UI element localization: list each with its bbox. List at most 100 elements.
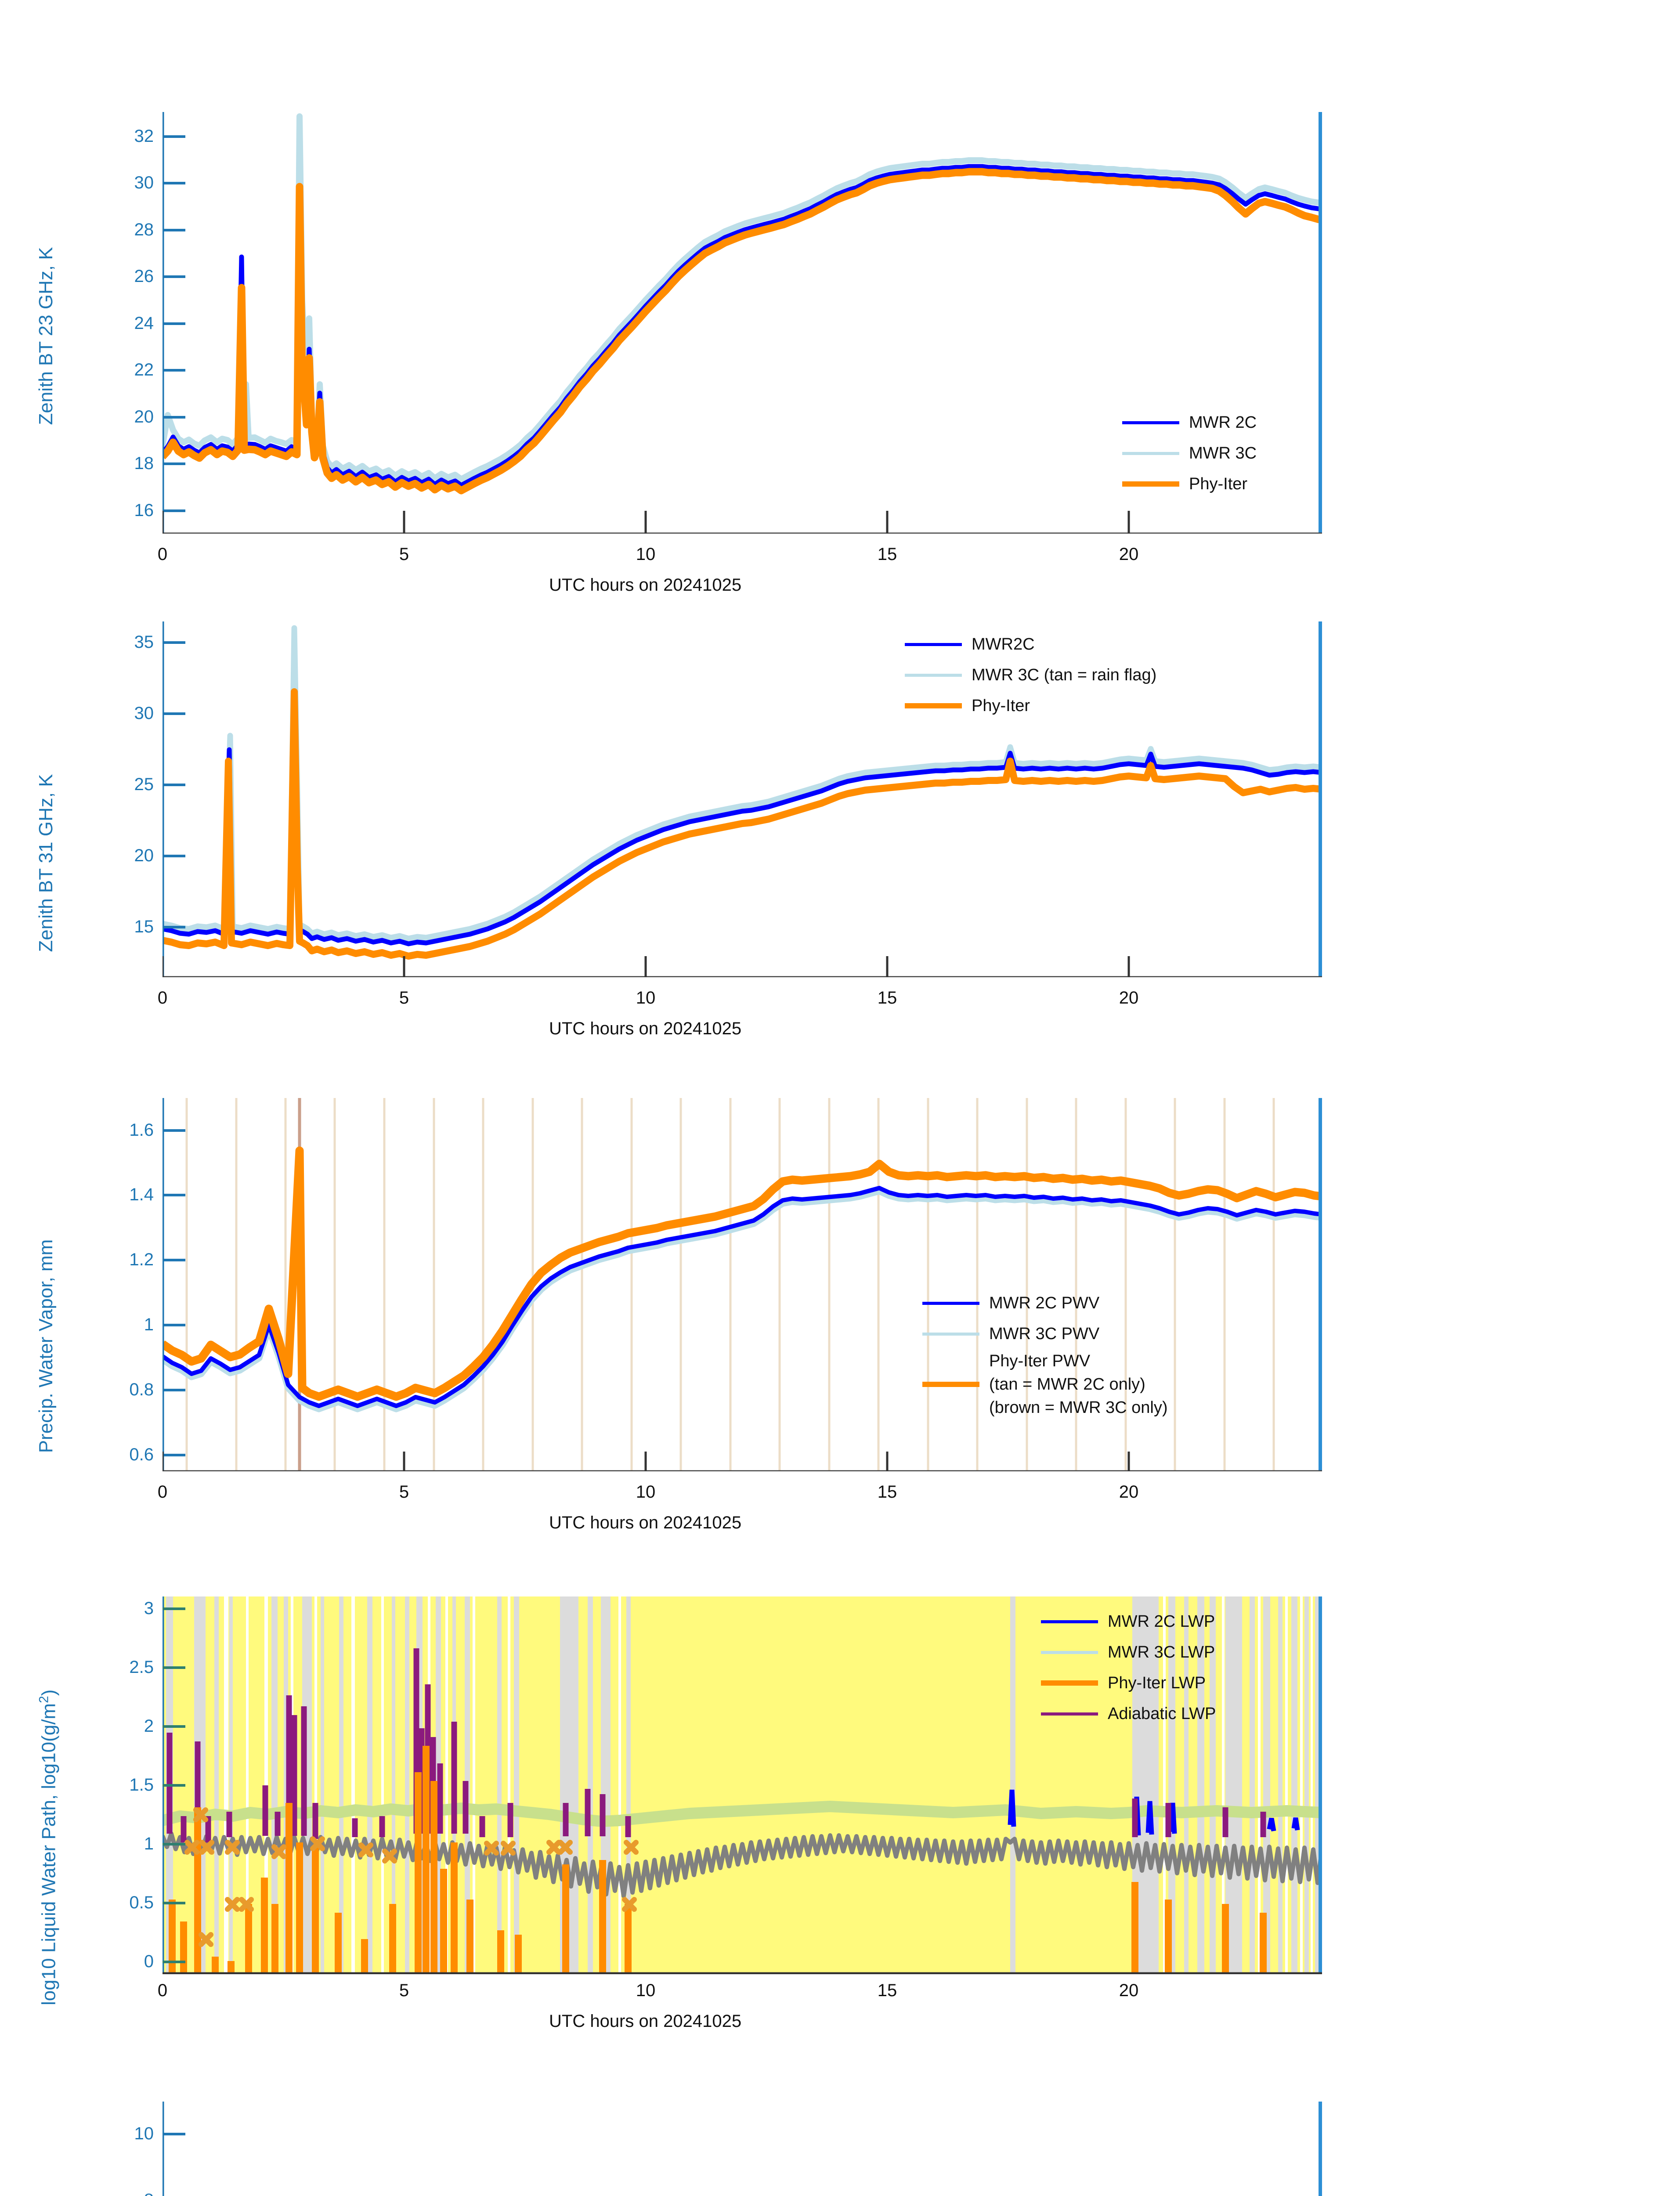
panel-bt31-legend: MWR2C MWR 3C (tan = rain flag) Phy-Iter	[905, 632, 1156, 725]
ytick: 30	[134, 173, 154, 192]
ytick: 26	[134, 267, 154, 286]
panel-bt31-xlabel: UTC hours on 20241025	[549, 1019, 742, 1038]
legend-swatch-mwr3c	[1041, 1651, 1098, 1654]
ytick: 1.4	[129, 1185, 154, 1204]
series-mwr2c-path	[163, 1186, 1322, 1408]
ytick: 28	[134, 220, 154, 239]
legend-label: Phy-Iter PWV	[989, 1352, 1091, 1370]
ytick: 15	[134, 917, 154, 936]
lwp-yellow-background	[163, 1596, 1322, 1974]
legend-label: MWR2C	[972, 635, 1035, 654]
legend-item: MWR2C	[905, 632, 1156, 656]
xtick: 0	[157, 545, 168, 564]
legend-label: MWR 2C LWP	[1108, 1612, 1215, 1631]
panel-pwv-svg	[163, 1098, 1322, 1471]
panel-bt23-plot: 16 18 20 22 24 26 28 30 32 0 5 10 15 20 …	[134, 112, 1322, 595]
legend-label: MWR 3C (tan = rain flag)	[972, 665, 1157, 684]
xtick: 5	[399, 1981, 409, 2000]
ytick: 8	[101, 2190, 154, 2196]
panel-lwp-svg	[163, 1596, 1322, 1974]
xtick: 15	[877, 988, 897, 1008]
panel-bt31-svg	[163, 621, 1322, 977]
ytick: 2.5	[129, 1658, 154, 1677]
panel-bt23-svg	[163, 112, 1322, 534]
legend-item: Phy-Iter PWV (tan = MWR 2C only) (brown …	[922, 1353, 1167, 1416]
panel-pwv-plot: 0.6 0.8 1 1.2 1.4 1.6 0 5 10 15 20 UTC h…	[129, 1098, 1322, 1532]
legend-label: MWR 2C PWV	[989, 1293, 1100, 1312]
ytick: 3	[144, 1599, 154, 1618]
xtick: 0	[157, 988, 168, 1008]
ytick: 1	[144, 1834, 154, 1853]
ytick: 25	[134, 775, 154, 794]
series-mwr3c-band	[163, 1801, 1322, 1827]
legend-item: Adiabatic LWP	[1041, 1702, 1216, 1726]
legend-swatch-mwr3c	[1122, 451, 1179, 455]
series-phyiter-path	[163, 1146, 1322, 1401]
ytick: 0	[144, 1952, 154, 1971]
series-mwr2c-noise	[163, 1831, 1322, 1898]
legend-swatch-adiabatic	[1041, 1712, 1098, 1716]
panel-lwp: log10 Liquid Water Path, log10(g/m2)	[0, 1572, 1680, 2073]
xtick: 15	[877, 1981, 897, 2000]
panel-lwp-ylabel-exp: 2	[36, 1696, 51, 1703]
legend-swatch-phyiter	[1122, 481, 1179, 487]
ytick: 22	[134, 360, 154, 379]
ytick: 18	[134, 454, 154, 473]
legend-swatch-mwr3c	[905, 673, 962, 677]
panel-lwp-xlabel: UTC hours on 20241025	[549, 2012, 742, 2031]
legend-item: MWR 2C LWP	[1041, 1610, 1216, 1633]
ytick: 16	[134, 501, 154, 520]
legend-swatch-mwr2c	[922, 1301, 979, 1305]
xtick: 10	[636, 1482, 656, 1502]
ytick: 24	[134, 314, 154, 333]
xtick: 10	[636, 545, 656, 564]
panel-dqflag-plot: 0 2 4 6 8 10 0 5 10 15 20 UTC hours on 2…	[134, 2102, 1322, 2196]
series-phyiter-path	[163, 168, 1322, 495]
ytick: 32	[134, 126, 154, 146]
series-phyiter-lwp	[169, 1746, 1267, 1974]
legend-swatch-mwr2c	[1041, 1620, 1098, 1623]
panel-lwp-ylabel: log10 Liquid Water Path, log10(g/m2)	[37, 1658, 60, 2036]
legend-label: MWR 3C PWV	[989, 1324, 1100, 1343]
panel-lwp-plot: 0 0.5 1 1.5 2 2.5 3 0 5 10 15 20 UTC hou…	[129, 1596, 1322, 2031]
ytick: 20	[134, 846, 154, 865]
series-mwr3c-path	[163, 625, 1322, 942]
xtick: 20	[1119, 988, 1139, 1008]
xtick: 20	[1119, 545, 1139, 564]
ytick: 1.2	[129, 1250, 154, 1269]
legend-label: MWR 3C	[1189, 444, 1257, 462]
panel-bt23-xlabel: UTC hours on 20241025	[549, 575, 742, 595]
legend-sublabel-tan: (tan = MWR 2C only)	[989, 1375, 1145, 1394]
legend-swatch-phyiter	[922, 1382, 979, 1387]
pwv-gridlines	[185, 1098, 1275, 1471]
series-mwr2c-path	[163, 747, 1322, 946]
xtick: 0	[157, 1482, 168, 1502]
legend-label: Phy-Iter LWP	[1108, 1673, 1206, 1692]
panel-dqflag-svg	[163, 2102, 1322, 2196]
legend-item: Phy-Iter	[905, 694, 1156, 718]
ytick: 1.5	[129, 1775, 154, 1795]
xtick: 20	[1119, 1981, 1139, 2000]
legend-swatch-mwr2c	[1122, 421, 1179, 424]
lwp-x-markers	[184, 1807, 639, 1947]
xtick: 5	[399, 545, 409, 564]
panel-pwv: Precip. Water Vapor, mm	[0, 1072, 1680, 1572]
xtick: 10	[636, 988, 656, 1008]
legend-item: MWR 3C	[1122, 441, 1257, 465]
legend-item: MWR 2C	[1122, 411, 1257, 434]
xtick: 10	[636, 1981, 656, 2000]
legend-item: MWR 2C PWV	[922, 1291, 1167, 1315]
panel-lwp-legend: MWR 2C LWP MWR 3C LWP Phy-Iter LWP Adiab…	[1041, 1610, 1216, 1733]
ytick: 10	[134, 2124, 154, 2143]
panel-lwp-ylabel-tail: )	[38, 1689, 60, 1696]
panel-bt31-plot: 15 20 25 30 35 0 5 10 15 20 UTC hours on…	[134, 621, 1322, 1038]
ytick: 1	[144, 1315, 154, 1334]
legend-item: MWR 3C PWV	[922, 1322, 1167, 1346]
xtick: 5	[399, 1482, 409, 1502]
legend-swatch-mwr2c	[905, 643, 962, 646]
series-mwr3c-path	[163, 1188, 1322, 1412]
panel-bt23-ylabel: Zenith BT 23 GHz, K	[35, 247, 57, 425]
panel-bt31: Zenith BT 31 GHz, K 15 20	[0, 589, 1680, 1072]
xtick: 5	[399, 988, 409, 1008]
legend-swatch-phyiter	[905, 703, 962, 708]
